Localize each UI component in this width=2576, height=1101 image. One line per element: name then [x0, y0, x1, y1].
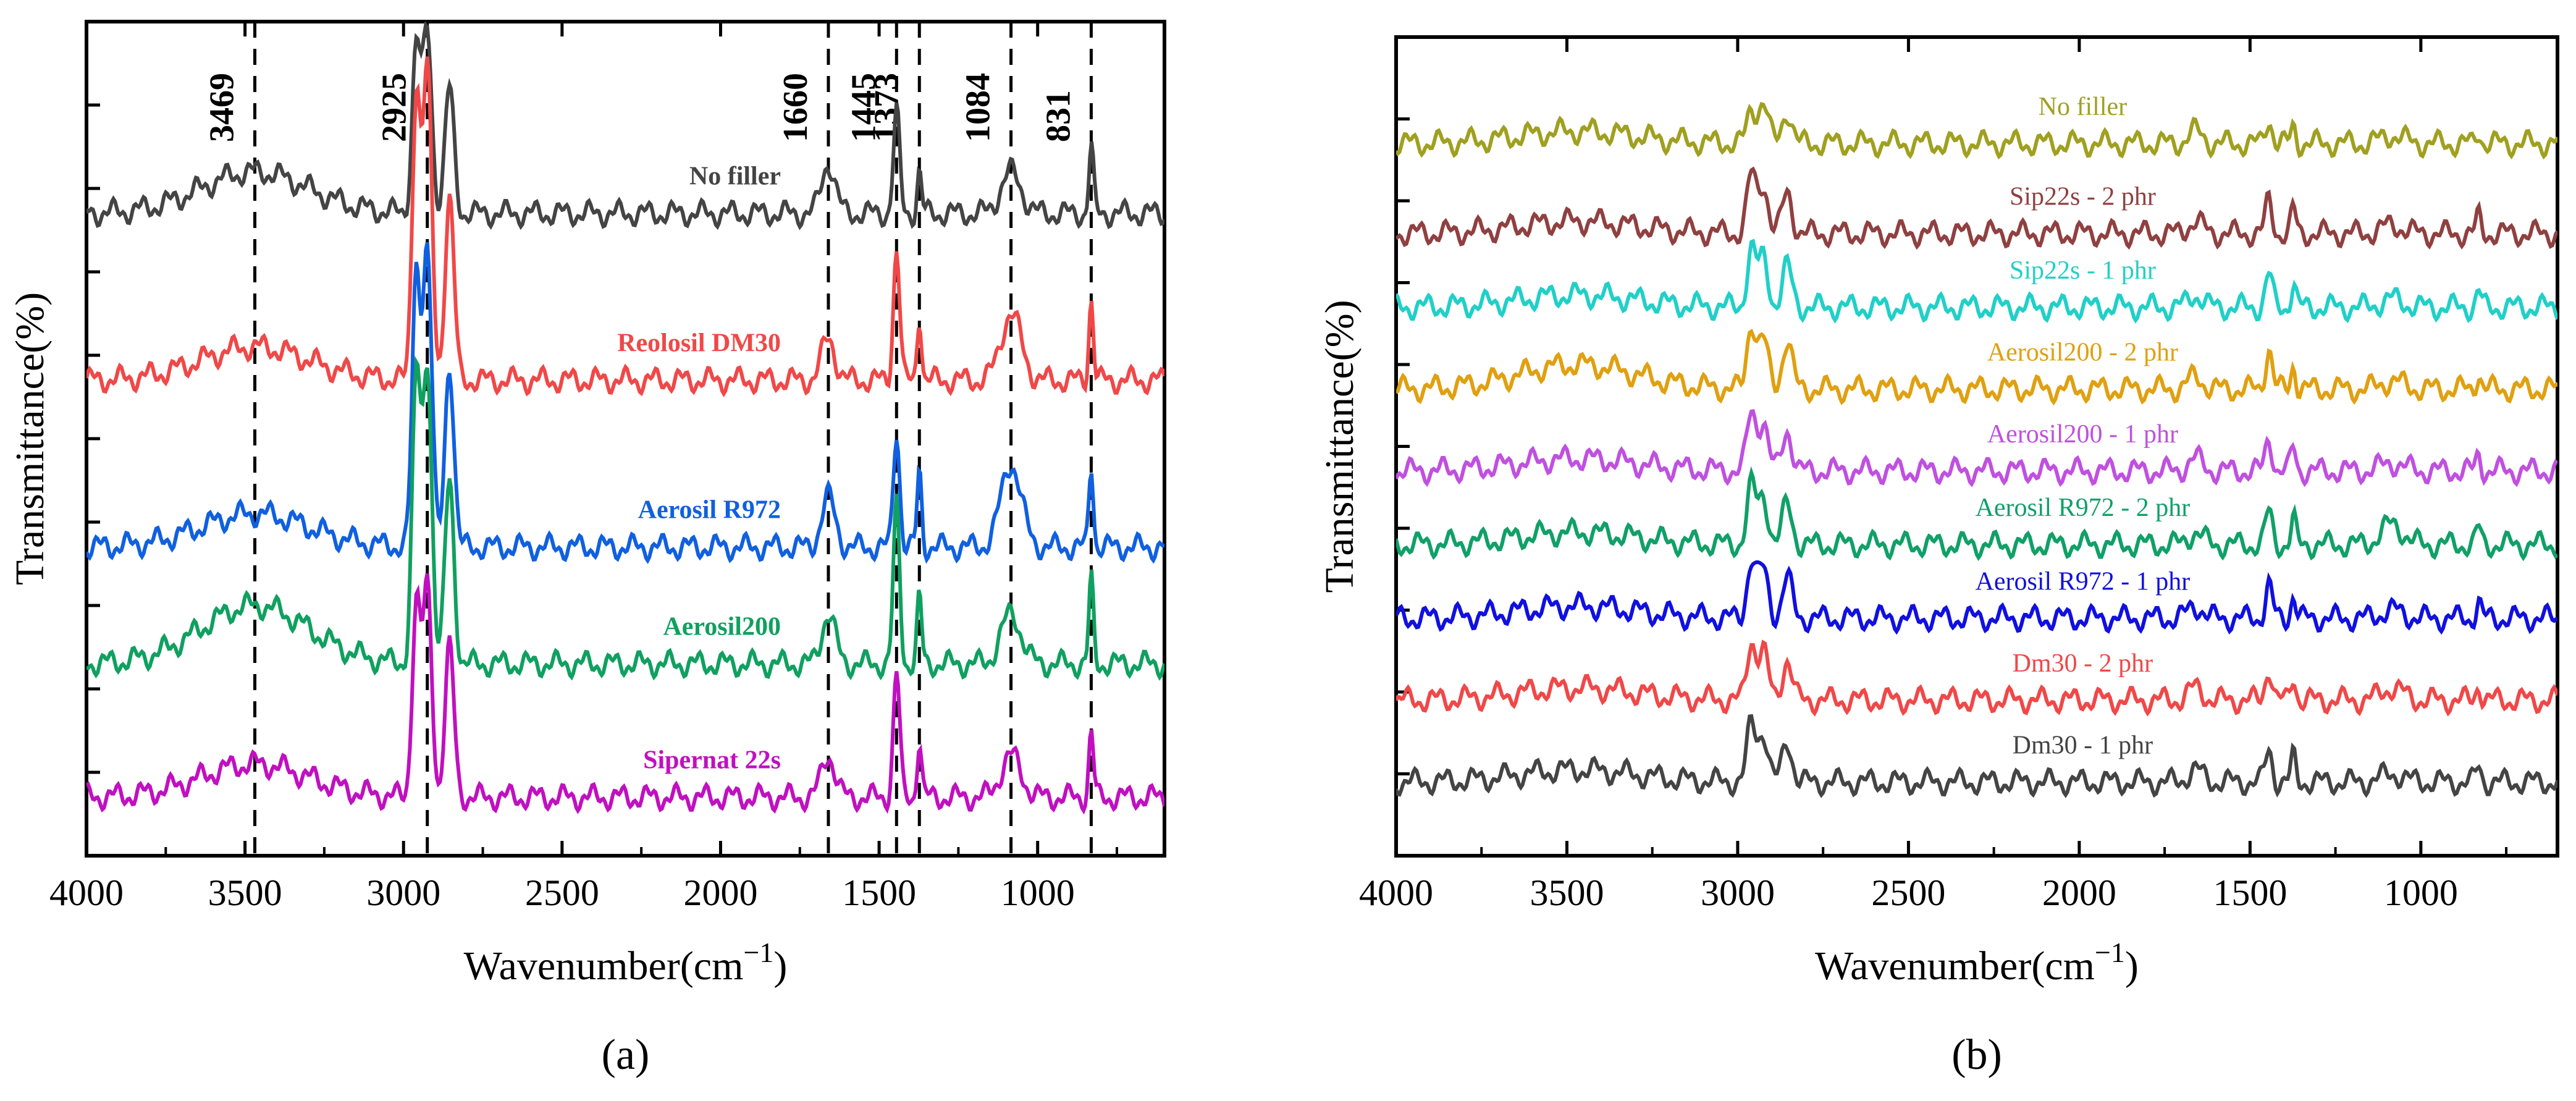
series-line-dm30-1-phr — [1396, 714, 2557, 798]
series-line-aerosil200-2-phr — [1396, 329, 2557, 406]
series-line-no-filler — [86, 22, 1164, 230]
series-line-no-filler — [1396, 101, 2557, 160]
annotation-label-1660: 1660 — [777, 73, 815, 142]
series-label-sip22s-2-phr: Sip22s - 2 phr — [2010, 183, 2156, 211]
panel-a: 4000 3500 3000 2500 2000 1500 1000 Wavenumber(c… — [7, 20, 1166, 1079]
series-label-dm30-2-phr: Dm30 - 2 phr — [2013, 649, 2153, 678]
x-tick-label-2000: 2000 — [2042, 872, 2116, 913]
annotation-label-831: 831 — [1039, 90, 1077, 142]
series-line-dm30-2-phr — [1396, 639, 2557, 717]
y-axis-title: Transmittance(%) — [1317, 300, 1362, 593]
x-tick-label-2500: 2500 — [525, 872, 599, 913]
x-tick-label-1500: 1500 — [2213, 872, 2287, 913]
x-tick-label-3500: 3500 — [208, 872, 282, 913]
x-tick-label-2500: 2500 — [1871, 872, 1945, 913]
x-tick-label-2000: 2000 — [683, 872, 757, 913]
panel-b: 4000 3500 3000 2500 2000 1500 1000 Wavenumber(c… — [1317, 35, 2559, 1079]
series-label-aerosil200-2-phr: Aerosil200 - 2 phr — [1987, 338, 2178, 366]
x-tick-label-1000: 1000 — [2384, 872, 2458, 913]
series-line-aerosil-r972 — [86, 242, 1164, 564]
series-label-sipernat-22s: Sipernat 22s — [643, 746, 781, 774]
series-line-sipernat-22s — [86, 573, 1164, 815]
annotation-label-1445: 1445 — [844, 73, 883, 142]
x-tick-label-4000: 4000 — [1359, 872, 1433, 913]
series-line-aerosil-r972-1-phr — [1396, 560, 2557, 635]
series-line-aerosil200-1-phr — [1396, 409, 2557, 487]
series-line-aerosil200 — [86, 355, 1164, 681]
annotation-label-2925: 2925 — [376, 73, 414, 142]
x-tick-label-3000: 3000 — [1701, 872, 1775, 913]
series-label-sip22s-1-phr: Sip22s - 1 phr — [2010, 256, 2156, 285]
x-axis-title: Wavenumber(cm−1) — [1815, 937, 2139, 989]
series-line-aerosil-r972-2-phr — [1396, 466, 2557, 562]
series-line-reolosil-dm30 — [86, 56, 1164, 397]
series-label-aerosil-r972-1-phr: Aerosil R972 - 1 phr — [1976, 567, 2191, 596]
series-label-reolosil-dm30: Reolosil DM30 — [617, 329, 781, 357]
panel-label: (a) — [602, 1031, 650, 1079]
x-axis-title: Wavenumber(cm−1) — [464, 937, 788, 989]
series-line-sip22s-1-phr — [1396, 238, 2557, 324]
annotation-label-1084: 1084 — [959, 73, 998, 142]
x-tick-label-1000: 1000 — [1001, 872, 1075, 913]
series-line-sip22s-2-phr — [1396, 166, 2557, 250]
panel-label: (b) — [1951, 1031, 2002, 1079]
series-label-aerosil-r972: Aerosil R972 — [638, 496, 781, 524]
x-tick-label-3000: 3000 — [366, 872, 440, 913]
series-label-dm30-1-phr: Dm30 - 1 phr — [2013, 731, 2153, 759]
x-tick-label-4000: 4000 — [49, 872, 124, 913]
y-axis-title: Transmittance(%) — [7, 292, 53, 585]
annotation-label-3469: 3469 — [203, 73, 242, 142]
series-label-no-filler: No filler — [2039, 93, 2127, 121]
series-label-aerosil200: Aerosil200 — [663, 612, 781, 641]
series-label-aerosil200-1-phr: Aerosil200 - 1 phr — [1987, 420, 2178, 449]
series-label-aerosil-r972-2-phr: Aerosil R972 - 2 phr — [1976, 494, 2191, 522]
series-label-no-filler: No filler — [689, 162, 781, 190]
x-tick-label-1500: 1500 — [842, 872, 916, 913]
x-tick-label-3500: 3500 — [1530, 872, 1604, 913]
